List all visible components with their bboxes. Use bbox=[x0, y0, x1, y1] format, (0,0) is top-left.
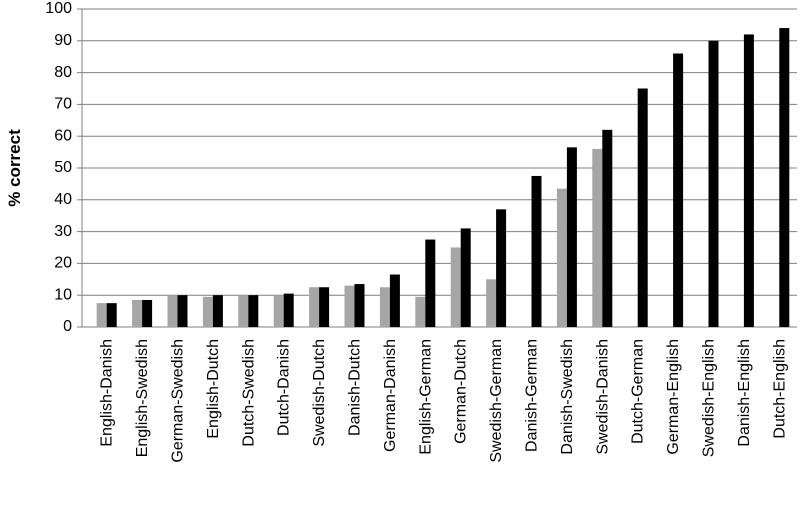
bar bbox=[177, 295, 188, 327]
y-axis-label: % correct bbox=[5, 129, 24, 207]
bar bbox=[212, 295, 223, 327]
y-tick-label: 60 bbox=[54, 127, 72, 144]
bar bbox=[486, 279, 497, 327]
y-tick-label: 40 bbox=[54, 191, 72, 208]
bar bbox=[167, 295, 178, 327]
x-tick-label: English-Dutch bbox=[205, 339, 222, 439]
x-tick-label: Swedish-Dutch bbox=[311, 339, 328, 447]
bar bbox=[602, 129, 613, 327]
y-tick-label: 30 bbox=[54, 223, 72, 240]
x-tick-label: Swedish-English bbox=[701, 339, 718, 457]
y-tick-label: 100 bbox=[45, 0, 72, 17]
x-tick-label: English-Swedish bbox=[134, 339, 151, 457]
bar bbox=[379, 287, 390, 327]
bar bbox=[460, 228, 471, 327]
y-tick-label: 50 bbox=[54, 159, 72, 176]
bar bbox=[673, 53, 684, 328]
bar bbox=[202, 296, 213, 327]
bar bbox=[708, 40, 719, 328]
bar bbox=[354, 284, 365, 327]
bar bbox=[248, 295, 259, 327]
bar bbox=[743, 34, 754, 327]
y-tick-label: 10 bbox=[54, 286, 72, 303]
bar bbox=[425, 239, 436, 327]
y-tick-label: 70 bbox=[54, 96, 72, 113]
x-tick-label: English-German bbox=[417, 339, 434, 455]
x-tick-label: German-Dutch bbox=[453, 339, 470, 444]
bar bbox=[415, 296, 426, 327]
x-tick-label: Danish-German bbox=[524, 339, 541, 452]
bar bbox=[637, 88, 648, 327]
x-tick-label: Dutch-Danish bbox=[276, 339, 293, 436]
x-tick-label: English-Danish bbox=[99, 339, 116, 447]
x-tick-label: German-English bbox=[665, 339, 682, 455]
bar bbox=[344, 285, 355, 327]
x-tick-label: Swedish-German bbox=[488, 339, 505, 463]
x-tick-label: Dutch-German bbox=[630, 339, 647, 444]
x-tick-label: German-Swedish bbox=[170, 339, 187, 463]
y-tick-label: 90 bbox=[54, 32, 72, 49]
x-tick-label: Swedish-Danish bbox=[594, 339, 611, 455]
x-tick-label: Danish-Dutch bbox=[347, 339, 364, 436]
bar bbox=[592, 148, 603, 327]
bar bbox=[319, 287, 330, 327]
bar bbox=[496, 209, 507, 327]
x-tick-label: Danish-English bbox=[736, 339, 753, 447]
x-tick-label: Dutch-English bbox=[771, 339, 788, 439]
bar bbox=[132, 299, 143, 327]
y-tick-label: 80 bbox=[54, 64, 72, 81]
bar bbox=[566, 147, 577, 327]
bar bbox=[531, 175, 542, 327]
y-tick-label: 20 bbox=[54, 255, 72, 272]
x-tick-label: German-Danish bbox=[382, 339, 399, 452]
bar bbox=[96, 303, 107, 327]
bar bbox=[556, 188, 567, 327]
bar bbox=[779, 28, 790, 328]
bar bbox=[389, 274, 400, 327]
bar bbox=[450, 247, 461, 327]
bar bbox=[283, 293, 294, 327]
bar bbox=[142, 299, 153, 327]
bar bbox=[309, 287, 320, 327]
bar bbox=[238, 295, 249, 327]
x-tick-label: Danish-Swedish bbox=[559, 339, 576, 455]
bar bbox=[273, 295, 284, 327]
bar bbox=[106, 303, 117, 327]
y-tick-label: 0 bbox=[63, 318, 72, 335]
x-tick-label: Dutch-Swedish bbox=[240, 339, 257, 447]
